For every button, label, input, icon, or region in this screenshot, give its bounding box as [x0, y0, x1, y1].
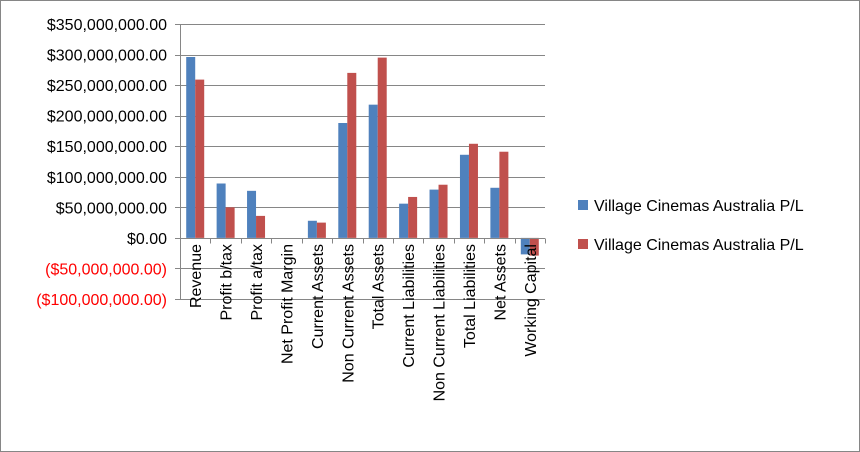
- category-label: Non Current Assets: [340, 244, 357, 383]
- y-tick-label: ($100,000,000.00): [36, 292, 167, 309]
- category-label: Working Capital: [523, 244, 540, 357]
- bar-series-1-profit-b-tax: [216, 183, 226, 238]
- category-label: Total Assets: [371, 244, 388, 329]
- y-tick-label: $200,000,000.00: [47, 109, 167, 126]
- legend-swatch-2: [578, 239, 588, 249]
- category-label: Total Liabilities: [462, 244, 479, 348]
- legend: Village Cinemas Australia P/L Village Ci…: [578, 198, 804, 254]
- bar-series-1-total-liabilities: [459, 154, 469, 238]
- legend-label-2: Village Cinemas Australia P/L: [594, 237, 804, 254]
- bar-series-2-non-current-assets: [347, 72, 357, 238]
- gridlines: [180, 24, 545, 300]
- category-label: Current Liabilities: [401, 244, 418, 368]
- y-tick-label: $50,000,000.00: [56, 200, 167, 217]
- category-label: Net Assets: [492, 244, 509, 320]
- y-tick-label: ($50,000,000.00): [45, 261, 167, 278]
- bar-series-2-working-capital: [529, 237, 539, 256]
- category-label: Net Profit Margin: [279, 244, 296, 364]
- bars: [186, 57, 539, 256]
- bar-series-1-net-assets: [490, 187, 500, 238]
- bar-series-2-profit-b-tax: [225, 207, 235, 238]
- bar-series-1-current-assets: [307, 220, 317, 238]
- bar-series-1-non-current-liabilities: [429, 189, 439, 238]
- y-tick-label: $0.00: [127, 231, 167, 248]
- bar-series-2-current-assets: [316, 222, 326, 238]
- bar-series-2-total-assets: [377, 57, 387, 238]
- y-tick-label: $150,000,000.00: [47, 139, 167, 156]
- y-tick-label: $100,000,000.00: [47, 170, 167, 187]
- bar-series-1-total-assets: [368, 104, 378, 238]
- y-tick-labels: $350,000,000.00 $300,000,000.00 $250,000,0…: [36, 17, 167, 309]
- category-label: Profit a/tax: [249, 244, 266, 320]
- bar-series-2-non-current-liabilities: [438, 184, 448, 238]
- bar-series-1-current-liabilities: [399, 203, 409, 238]
- bar-series-2-profit-a-tax: [256, 215, 266, 238]
- y-tick-label: $350,000,000.00: [47, 17, 167, 34]
- category-labels: Revenue Profit b/tax Profit a/tax Net Profi…: [188, 244, 540, 402]
- legend-swatch-1: [578, 200, 588, 210]
- y-tick-label: $300,000,000.00: [47, 48, 167, 65]
- axes: [175, 24, 546, 300]
- bar-series-1-working-capital: [520, 237, 530, 255]
- legend-label-1: Village Cinemas Australia P/L: [594, 198, 804, 215]
- category-label: Current Assets: [310, 244, 327, 349]
- category-label: Profit b/tax: [219, 244, 236, 320]
- bar-series-2-current-liabilities: [408, 196, 418, 238]
- bar-series-1-revenue: [186, 57, 196, 238]
- bar-series-1-profit-a-tax: [247, 190, 257, 238]
- bar-series-2-revenue: [195, 79, 205, 238]
- bar-series-2-net-assets: [499, 151, 509, 238]
- bar-series-1-non-current-assets: [338, 123, 348, 238]
- category-label: Non Current Liabilities: [432, 244, 449, 401]
- y-tick-label: $250,000,000.00: [47, 78, 167, 95]
- category-label: Revenue: [188, 244, 205, 308]
- bar-series-2-total-liabilities: [468, 143, 478, 238]
